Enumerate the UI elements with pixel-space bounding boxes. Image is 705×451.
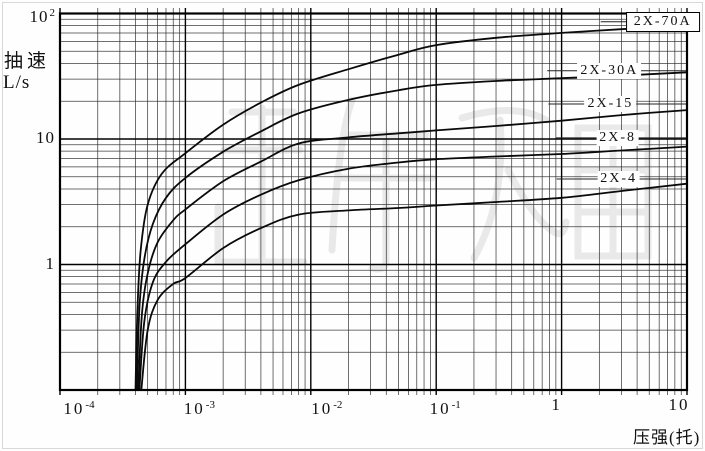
watermark-icon xyxy=(214,96,652,273)
plot-border xyxy=(58,12,689,392)
curve-label-2x-70a: 2X-70A xyxy=(625,11,700,32)
curve-2x-4 xyxy=(140,182,688,391)
x-tick-label: 10-1 xyxy=(429,399,461,418)
y-tick-label: 10 xyxy=(36,128,55,147)
curve-label-2x-30a: 2X-30A xyxy=(577,62,642,79)
y-axis-title-line1: 抽速 xyxy=(4,51,51,72)
x-tick-label: 1 xyxy=(551,395,562,414)
curve-2x-30a xyxy=(135,71,688,391)
curve-2x-8 xyxy=(138,145,688,391)
speed-curves xyxy=(134,24,688,391)
x-tick-label: 10-4 xyxy=(63,399,95,418)
curve-2x-70a xyxy=(134,24,688,391)
curve-2x-15 xyxy=(137,109,688,391)
curve-label-2x-15: 2X-15 xyxy=(584,96,637,113)
x-tick-label: 10-3 xyxy=(183,399,215,418)
curve-label-2x-4: 2X-4 xyxy=(597,171,641,187)
x-tick-label: 10-2 xyxy=(311,399,343,418)
x-tick-label: 10 xyxy=(668,395,690,414)
x-axis-title: 压强(托) xyxy=(633,428,701,447)
curve-label-2x-8: 2X-8 xyxy=(596,129,640,146)
y-tick-label: 1 xyxy=(45,253,55,273)
y-tick-label: 102 xyxy=(29,6,56,26)
y-axis-title-line2: L/s xyxy=(3,72,31,93)
